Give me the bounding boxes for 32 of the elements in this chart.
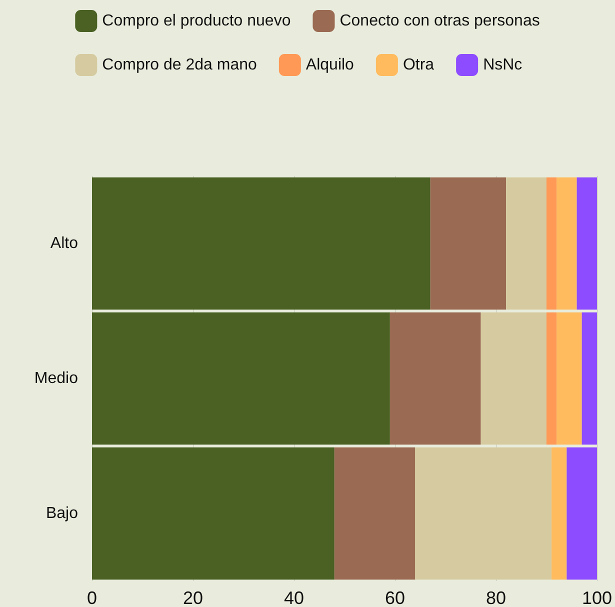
- x-tick-label: 40: [284, 588, 304, 607]
- x-tick-label: 20: [182, 588, 204, 607]
- bar: [480, 312, 546, 445]
- bar: [92, 312, 390, 445]
- x-tick-label: 0: [86, 588, 98, 607]
- bar: [92, 447, 334, 580]
- bar: [430, 177, 506, 310]
- bar: [92, 177, 430, 310]
- legend-label: Alquilo: [306, 56, 354, 74]
- bar: [546, 177, 557, 310]
- bar: [506, 177, 546, 310]
- x-tick-label: 60: [384, 588, 406, 607]
- y-tick-label: Medio: [34, 370, 78, 387]
- bar: [552, 447, 567, 580]
- legend-label: Otra: [402, 56, 434, 74]
- y-tick-label: Alto: [50, 235, 78, 252]
- bar: [556, 312, 582, 445]
- legend-label: NsNc: [483, 56, 522, 74]
- bar: [576, 177, 597, 310]
- bar: [566, 447, 597, 580]
- bar: [546, 312, 557, 445]
- bar: [390, 312, 481, 445]
- bar: [415, 447, 552, 580]
- bar: [334, 447, 416, 580]
- legend-label: Conecto con otras personas: [340, 12, 540, 30]
- legend-label: Compro el producto nuevo: [102, 12, 291, 30]
- bar: [556, 177, 577, 310]
- legend-label: Compro de 2da mano: [102, 56, 258, 74]
- x-tick-label: 80: [486, 588, 506, 607]
- bar: [582, 312, 597, 445]
- x-tick-label: 100: [582, 588, 612, 607]
- y-tick-label: Bajo: [46, 505, 78, 522]
